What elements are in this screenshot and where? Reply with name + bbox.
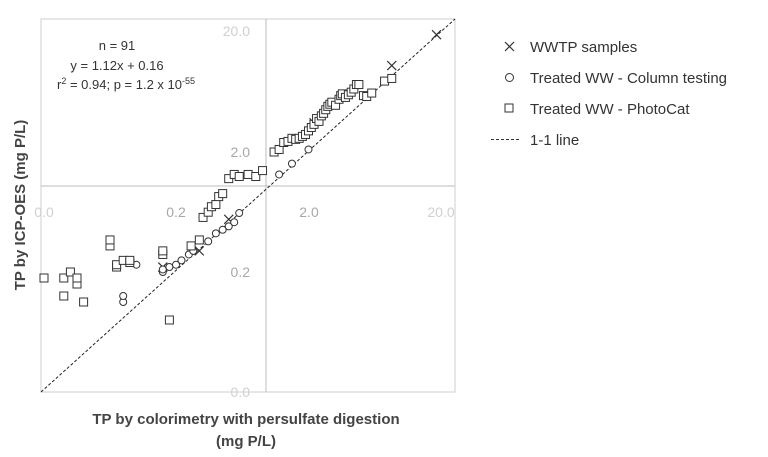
- photocat-point: [186, 241, 196, 251]
- photocat-point: [218, 189, 228, 199]
- legend-item-one-to-one: 1-1 line: [491, 132, 579, 149]
- photocat-point: [59, 273, 69, 283]
- legend-square-marker-icon: [504, 103, 514, 113]
- y-tick-label-1: 0.2: [231, 264, 251, 280]
- column-testing-point: [211, 229, 220, 238]
- photocat-point: [211, 200, 221, 210]
- column-testing-point: [204, 237, 213, 246]
- y-axis-title: TP by ICP-OES (mg P/L): [12, 120, 29, 291]
- photocat-point: [234, 171, 244, 181]
- legend-label-column: Treated WW - Column testing: [530, 70, 727, 87]
- legend-item-wwtp: WWTP samples: [504, 39, 637, 56]
- y-tick-label-2: 2.0: [231, 144, 251, 160]
- x-tick-label-1: 0.2: [166, 204, 186, 220]
- y-tick-label-3: 20.0: [223, 23, 250, 39]
- data-marks: [39, 29, 442, 325]
- photocat-point: [79, 297, 89, 307]
- column-testing-point: [287, 159, 296, 168]
- legend-item-photocat: Treated WW - PhotoCat: [504, 101, 690, 118]
- legend-label-photocat: Treated WW - PhotoCat: [530, 101, 690, 118]
- column-testing-point: [165, 263, 174, 272]
- column-testing-point: [224, 222, 233, 231]
- stats-n: n = 91: [99, 38, 136, 53]
- photocat-point: [158, 246, 168, 256]
- plot-area-frame: [40, 18, 456, 393]
- legend-label-one-to-one: 1-1 line: [530, 132, 579, 149]
- stats-equation: y = 1.12x + 0.16: [70, 58, 163, 73]
- photocat-point: [198, 212, 208, 222]
- photocat-point: [39, 273, 49, 283]
- photocat-point: [258, 166, 268, 176]
- photocat-point: [125, 255, 135, 265]
- column-testing-point: [119, 292, 128, 300]
- legend-circle-marker-icon: [505, 73, 514, 82]
- column-testing-point: [304, 145, 313, 154]
- legend: WWTP samples Treated WW - Column testing…: [491, 39, 727, 149]
- photocat-point: [194, 235, 204, 245]
- photocat-point: [72, 273, 82, 283]
- legend-label-wwtp: WWTP samples: [530, 39, 637, 56]
- y-tick-label-0: 0.0: [231, 384, 251, 400]
- column-testing-point: [177, 256, 186, 265]
- wwtp-point: [386, 60, 397, 71]
- column-testing-point: [230, 218, 239, 227]
- legend-x-marker-icon: [504, 41, 515, 52]
- photocat-point: [367, 88, 377, 98]
- photocat-point: [164, 315, 174, 325]
- stats-r2-p: r2 = 0.94; p = 1.2 x 10-55: [57, 76, 195, 92]
- photocat-point: [354, 80, 364, 90]
- column-testing-point: [275, 170, 284, 179]
- legend-item-column: Treated WW - Column testing: [505, 70, 727, 87]
- x-tick-label-3: 20.0: [427, 204, 454, 220]
- x-tick-label-0: 0.0: [34, 204, 54, 220]
- photocat-point: [105, 235, 115, 245]
- wwtp-point: [431, 29, 442, 40]
- photocat-point: [59, 291, 69, 301]
- x-axis-title-line2: (mg P/L): [216, 433, 276, 450]
- photocat-point: [65, 267, 75, 277]
- column-testing-point: [218, 225, 227, 234]
- x-tick-label-2: 2.0: [299, 204, 319, 220]
- photocat-point: [387, 73, 397, 83]
- photocat-point: [251, 171, 261, 181]
- x-axis-title-line1: TP by colorimetry with persulfate digest…: [92, 411, 399, 428]
- column-testing-point: [235, 209, 244, 218]
- photocat-point: [274, 144, 284, 154]
- column-testing-point: [158, 265, 167, 274]
- photocat-point: [243, 169, 253, 179]
- one-to-one-line: [40, 18, 456, 393]
- wwtp-point: [194, 245, 205, 256]
- column-testing-point: [172, 260, 180, 269]
